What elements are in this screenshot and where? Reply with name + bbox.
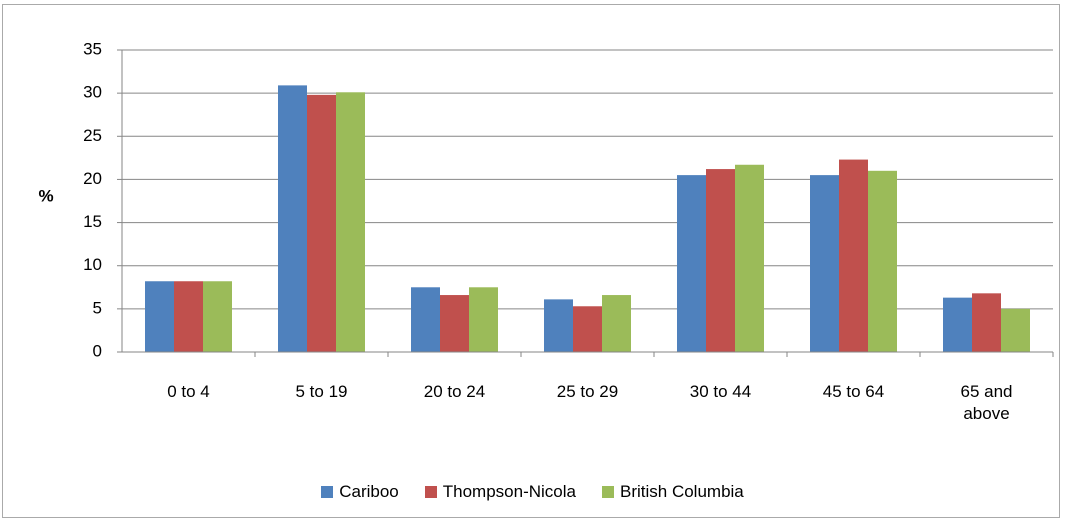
bar <box>1001 308 1030 352</box>
legend-label: British Columbia <box>620 482 744 501</box>
y-tick-label: 15 <box>83 212 102 231</box>
bar <box>706 169 735 352</box>
y-tick-label: 0 <box>93 341 102 360</box>
x-tick-label: 65 and above <box>960 382 1013 423</box>
legend-item: Thompson-Nicola <box>424 482 576 502</box>
legend-swatch <box>424 486 437 498</box>
x-tick-label: 25 to 29 <box>556 382 619 401</box>
x-tick-label: 0 to 4 <box>167 382 210 401</box>
bar <box>839 159 868 352</box>
legend-swatch <box>321 486 334 498</box>
legend: Cariboo Thompson-Nicola British Columbia <box>0 482 1065 502</box>
x-tick-label: 5 to 19 <box>295 382 348 401</box>
x-tick-label: 30 to 44 <box>689 382 752 401</box>
bar <box>735 164 764 352</box>
bar <box>810 175 839 352</box>
y-tick-label: 20 <box>83 169 102 188</box>
y-tick-label: 35 <box>83 39 102 58</box>
bar <box>602 295 631 352</box>
bar <box>336 92 365 352</box>
bar <box>544 299 573 352</box>
legend-item: Cariboo <box>321 482 399 502</box>
y-axis-label: % <box>38 186 53 205</box>
bar <box>307 94 336 353</box>
bar <box>440 295 469 352</box>
x-tick-label: 45 to 64 <box>822 382 885 401</box>
y-tick-label: 25 <box>83 126 102 145</box>
legend-label: Thompson-Nicola <box>442 482 576 501</box>
x-tick-label: 20 to 24 <box>423 382 486 401</box>
bar <box>203 281 232 352</box>
y-tick-label: 30 <box>83 83 102 102</box>
bar <box>677 175 706 352</box>
bar <box>278 85 307 353</box>
legend-swatch <box>602 486 614 498</box>
bar <box>573 306 602 352</box>
chart-frame <box>2 4 1060 518</box>
legend-label: Cariboo <box>339 482 399 501</box>
bar <box>469 287 498 352</box>
y-tick-label: 10 <box>83 255 102 274</box>
bar <box>174 281 203 352</box>
bar <box>868 170 897 352</box>
bar <box>411 287 440 352</box>
bar <box>972 293 1001 352</box>
y-tick-label: 5 <box>93 298 102 317</box>
legend-item: British Columbia <box>602 482 744 502</box>
bar <box>145 281 174 352</box>
bar <box>943 297 972 352</box>
